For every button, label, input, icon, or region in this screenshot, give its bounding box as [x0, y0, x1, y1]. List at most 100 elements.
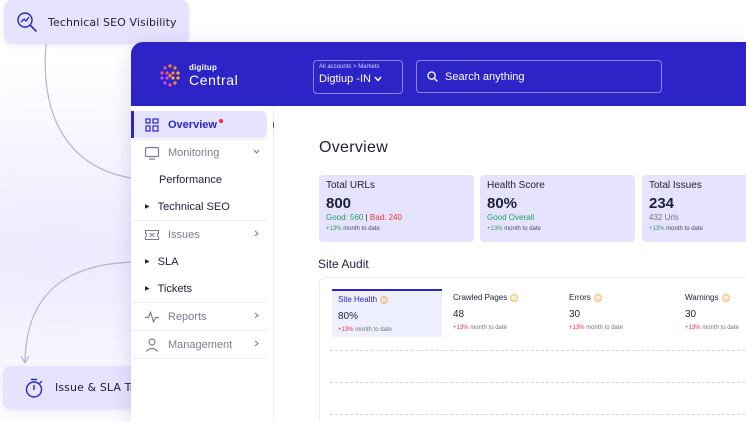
- stat-card-total-urls[interactable]: Total URLs 800 Good: 560 | Bad: 240 +13%…: [319, 175, 474, 242]
- trend-percent: +13%: [453, 325, 469, 331]
- site-audit-panel: Site Health 80% +13% month to date Crawl…: [319, 277, 746, 422]
- stat-sub: 432 Urls: [649, 213, 679, 222]
- chevron-down-icon: [374, 76, 382, 82]
- gridline: [330, 414, 746, 415]
- trend-percent: +13%: [326, 226, 342, 232]
- sidebar-item-monitoring[interactable]: Monitoring: [131, 139, 267, 166]
- info-icon[interactable]: [510, 293, 518, 302]
- tab-trend: +13% month to date: [453, 325, 551, 331]
- monitor-icon: [144, 146, 160, 160]
- stat-value: 80%: [487, 195, 518, 212]
- stat-trend: +13% month to date: [487, 226, 628, 232]
- tab-trend: +13% month to date: [569, 325, 667, 331]
- trend-percent: +13%: [649, 226, 665, 232]
- chevron-right-icon: [254, 340, 259, 347]
- sidebar-item-issues[interactable]: Issues: [131, 221, 267, 248]
- caret-right-icon: ▶: [145, 286, 150, 292]
- stat-label: Total URLs: [326, 180, 375, 191]
- digitup-logo-icon: [160, 64, 180, 87]
- divider: [131, 220, 267, 221]
- gridline: [330, 382, 746, 383]
- sidebar-item-label: SLA: [157, 255, 179, 268]
- sidebar: Overview Monitoring Performance ▶ Techni…: [131, 106, 274, 422]
- sidebar-item-management[interactable]: Management: [131, 331, 267, 358]
- pulse-icon: [145, 310, 159, 323]
- chevron-right-icon: [254, 230, 259, 237]
- tab-warnings[interactable]: Warnings 30 +13% month to date: [679, 289, 746, 337]
- search-input[interactable]: Search anything: [416, 60, 662, 93]
- sidebar-item-performance[interactable]: Performance: [131, 166, 267, 193]
- divider: [131, 302, 267, 303]
- caret-right-icon: ▶: [145, 204, 150, 210]
- account-selector[interactable]: All accounts > Markets Digtiup -IN: [313, 60, 403, 94]
- sidebar-item-label: Performance: [159, 173, 222, 186]
- account-name: Digtiup -IN: [319, 73, 371, 85]
- page-title: Overview: [319, 139, 389, 156]
- info-icon[interactable]: [721, 293, 730, 302]
- stat-sub: Good Overall: [487, 213, 535, 222]
- trend-text: month to date: [702, 325, 739, 331]
- tab-value: 30: [685, 309, 697, 320]
- app-window: digitup Central All accounts > Markets D…: [131, 42, 746, 422]
- tab-trend: +13% month to date: [685, 325, 746, 331]
- tab-label: Crawled Pages: [453, 293, 508, 302]
- trend-text: month to date: [470, 325, 507, 331]
- divider: [131, 358, 267, 359]
- sidebar-item-technical-seo[interactable]: ▶ Technical SEO: [131, 193, 267, 220]
- callout-technical-seo: Technical SEO Visibility: [4, 0, 189, 44]
- trend-text: month to date: [355, 327, 392, 333]
- stopwatch-icon: [25, 378, 43, 398]
- gridline: [330, 350, 746, 351]
- sidebar-item-label: Overview: [168, 118, 217, 131]
- stat-label: Health Score: [487, 180, 545, 191]
- search-placeholder: Search anything: [445, 70, 525, 83]
- sidebar-item-label: Technical SEO: [157, 200, 230, 213]
- sidebar-item-tickets[interactable]: ▶ Tickets: [131, 275, 267, 302]
- separator: |: [365, 213, 368, 222]
- tab-label: Warnings: [685, 293, 719, 302]
- brand-small-name: digitup: [189, 62, 218, 72]
- sidebar-item-label: Tickets: [157, 282, 193, 295]
- stat-good-bad: Good: 560 | Bad: 240: [326, 213, 467, 222]
- chevron-down-icon: [253, 149, 260, 154]
- stat-trend: +13% month to date: [326, 226, 467, 232]
- callout-label: Technical SEO Visibility: [48, 15, 177, 29]
- tab-label: Site Health: [338, 295, 378, 304]
- tab-trend: +13% month to date: [338, 327, 436, 333]
- trend-text: month to date: [666, 226, 703, 232]
- trend-text: month to date: [586, 325, 623, 331]
- section-title: Site Audit: [318, 257, 369, 271]
- top-bar: digitup Central All accounts > Markets D…: [131, 42, 746, 106]
- stat-trend: +13% month to date: [649, 226, 745, 232]
- info-icon[interactable]: [594, 293, 602, 302]
- sidebar-item-label: Reports: [168, 310, 207, 323]
- stat-value: 800: [326, 195, 352, 212]
- sidebar-item-reports[interactable]: Reports: [131, 303, 267, 330]
- trend-percent: +13%: [569, 325, 585, 331]
- tab-crawled-pages[interactable]: Crawled Pages 48 +13% month to date: [447, 289, 557, 337]
- trend-text: month to date: [343, 226, 380, 232]
- good-count: Good: 560: [326, 213, 364, 222]
- tab-errors[interactable]: Errors 30 +13% month to date: [563, 289, 673, 337]
- tab-value: 48: [453, 309, 465, 320]
- info-icon[interactable]: [380, 295, 388, 304]
- stat-card-health-score[interactable]: Health Score 80% Good Overall +13% month…: [480, 175, 635, 242]
- main-content: Overview Total URLs 800 Good: 560 | Bad:…: [274, 106, 746, 422]
- sidebar-item-label: Monitoring: [168, 146, 220, 159]
- brand-logo[interactable]: digitup Central: [157, 62, 238, 88]
- sidebar-item-label: Issues: [168, 228, 200, 241]
- stat-value: 234: [649, 195, 675, 212]
- issues-ticket-icon: [144, 229, 160, 240]
- notification-dot: [218, 119, 223, 123]
- stat-card-total-issues[interactable]: Total Issues 234 432 Urls +13% month to …: [642, 175, 746, 242]
- trend-percent: +13%: [338, 327, 354, 333]
- tab-site-health[interactable]: Site Health 80% +13% month to date: [332, 289, 442, 337]
- sidebar-item-overview[interactable]: Overview: [131, 111, 267, 138]
- trend-percent: +13%: [685, 325, 701, 331]
- sidebar-item-sla[interactable]: ▶ SLA: [131, 248, 267, 275]
- tab-value: 80%: [338, 311, 359, 322]
- account-breadcrumb: All accounts > Markets: [319, 64, 380, 70]
- user-icon: [145, 337, 159, 352]
- tab-value: 30: [569, 309, 581, 320]
- divider: [131, 330, 267, 331]
